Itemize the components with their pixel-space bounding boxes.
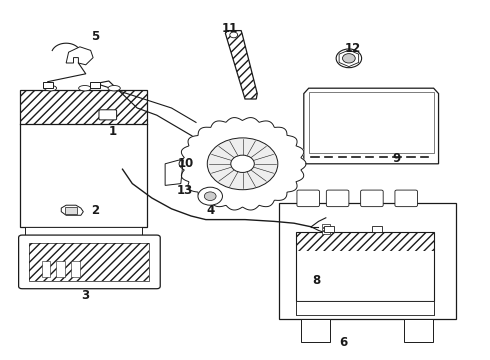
FancyBboxPatch shape xyxy=(99,110,117,120)
Circle shape xyxy=(343,54,355,63)
Bar xyxy=(20,90,147,124)
Ellipse shape xyxy=(78,85,91,91)
Bar xyxy=(309,92,434,153)
Bar xyxy=(324,226,334,232)
Bar xyxy=(322,228,330,230)
Circle shape xyxy=(207,138,278,190)
FancyBboxPatch shape xyxy=(326,190,349,207)
Circle shape xyxy=(198,187,222,205)
Text: 2: 2 xyxy=(92,204,99,217)
Polygon shape xyxy=(179,118,306,210)
Text: 13: 13 xyxy=(177,184,194,197)
Bar xyxy=(43,82,53,88)
Polygon shape xyxy=(165,160,183,185)
Circle shape xyxy=(204,192,216,201)
FancyBboxPatch shape xyxy=(297,190,319,207)
Text: 3: 3 xyxy=(82,289,90,302)
Bar xyxy=(372,226,382,232)
Ellipse shape xyxy=(108,85,121,91)
Bar xyxy=(296,301,434,315)
Text: 10: 10 xyxy=(178,157,195,170)
Bar xyxy=(65,207,77,214)
Circle shape xyxy=(336,49,362,68)
Bar xyxy=(322,224,330,227)
Text: 11: 11 xyxy=(222,22,239,35)
Bar xyxy=(90,82,100,88)
Polygon shape xyxy=(66,47,93,65)
Polygon shape xyxy=(304,88,439,164)
FancyBboxPatch shape xyxy=(361,190,383,207)
Text: 8: 8 xyxy=(312,274,320,287)
Bar xyxy=(279,203,456,319)
Bar xyxy=(296,232,434,301)
Text: 12: 12 xyxy=(344,42,361,55)
Text: 6: 6 xyxy=(339,336,347,348)
Text: 5: 5 xyxy=(92,30,99,42)
Text: 4: 4 xyxy=(207,204,215,217)
Circle shape xyxy=(231,155,254,172)
FancyBboxPatch shape xyxy=(200,140,217,148)
Bar xyxy=(322,231,330,234)
Bar xyxy=(42,261,50,277)
Bar xyxy=(296,232,434,251)
Polygon shape xyxy=(225,31,257,99)
Text: 1: 1 xyxy=(109,125,117,138)
Bar xyxy=(56,261,65,277)
Polygon shape xyxy=(61,205,83,215)
Text: 9: 9 xyxy=(393,152,401,165)
Bar xyxy=(24,227,142,236)
Ellipse shape xyxy=(44,85,56,91)
Bar xyxy=(29,243,149,281)
Bar xyxy=(301,319,330,342)
Bar xyxy=(29,243,149,281)
Circle shape xyxy=(230,32,238,38)
Bar xyxy=(20,90,147,227)
Bar xyxy=(71,261,80,277)
FancyBboxPatch shape xyxy=(395,190,417,207)
FancyBboxPatch shape xyxy=(19,235,160,289)
Bar xyxy=(404,319,433,342)
